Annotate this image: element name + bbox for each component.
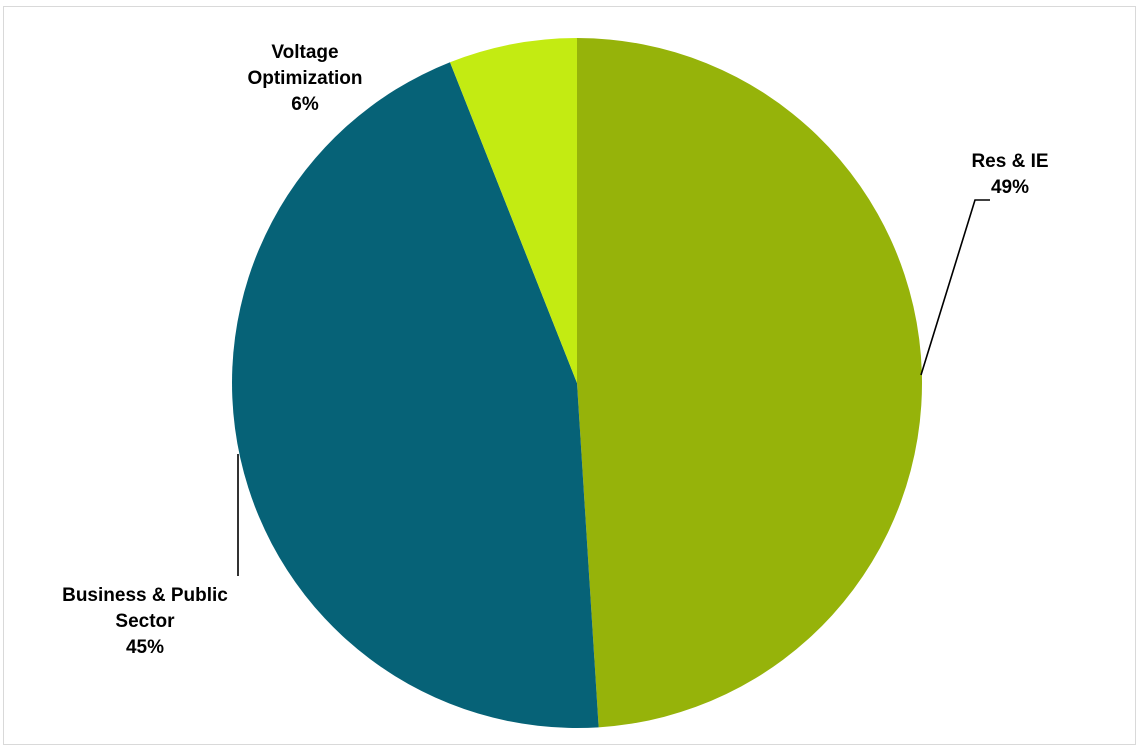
data-label-name: Optimization xyxy=(247,68,362,89)
data-label-name: Voltage xyxy=(271,42,338,63)
data-label-value: 45% xyxy=(126,637,164,658)
pie-slice-voltage-optimization xyxy=(450,38,577,383)
data-label-voltage-optimization: Voltage Optimization 6% xyxy=(247,42,362,115)
pie-slice-business-public-sector xyxy=(232,62,599,729)
leader-lines xyxy=(237,199,990,576)
leader-line-res-ie xyxy=(920,199,990,376)
data-label-value: 6% xyxy=(291,94,319,115)
data-label-business-public-sector: Business & Public Sector 45% xyxy=(62,585,228,658)
data-label-name: Res & IE xyxy=(971,151,1048,172)
pie-slice-res-ie xyxy=(577,38,923,728)
data-label-name: Business & Public xyxy=(62,585,228,606)
data-label-res-ie: Res & IE 49% xyxy=(971,151,1048,198)
data-label-name: Sector xyxy=(115,611,175,632)
pie-slices xyxy=(232,38,923,729)
slice-labels: Res & IE 49% Business & Public Sector 45% Vol… xyxy=(62,42,1048,658)
data-label-value: 49% xyxy=(991,177,1029,198)
